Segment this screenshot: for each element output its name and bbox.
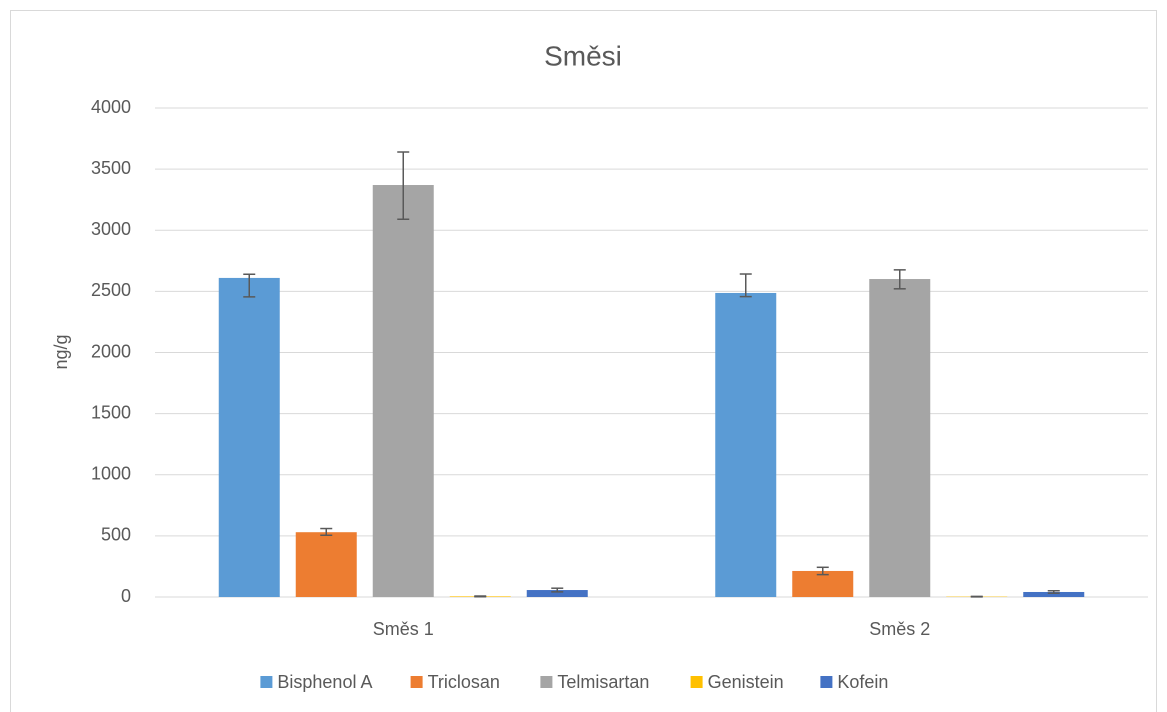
error-bar (1047, 590, 1060, 594)
y-tick-label: 3500 (91, 158, 131, 178)
legend-swatch (260, 676, 273, 688)
x-tick-label: Směs 2 (869, 619, 930, 639)
legend-label: Telmisartan (557, 672, 649, 692)
error-bar (474, 595, 487, 598)
error-bar (816, 566, 829, 576)
y-tick-label: 4000 (91, 97, 131, 117)
error-bar (320, 527, 333, 537)
bar (372, 185, 434, 597)
error-bar (551, 587, 564, 593)
y-tick-label: 1500 (91, 402, 131, 422)
legend-swatch (690, 676, 703, 688)
error-bar (243, 273, 256, 298)
x-tick-label: Směs 1 (373, 619, 434, 639)
bar (1023, 591, 1085, 597)
legend-label: Genistein (708, 672, 784, 692)
chart-title: Směsi (544, 40, 622, 71)
error-bar (397, 151, 410, 220)
legend-swatch (410, 676, 423, 688)
bar (869, 279, 931, 597)
bar (526, 590, 588, 597)
legend-swatch (820, 676, 833, 688)
legend-swatch (540, 676, 553, 688)
y-tick-label: 3000 (91, 219, 131, 239)
bar (715, 292, 777, 597)
y-tick-label: 2000 (91, 341, 131, 361)
y-axis-label: ng/g (51, 334, 71, 369)
y-tick-label: 1000 (91, 464, 131, 484)
y-tick-label: 2500 (91, 280, 131, 300)
bar (218, 277, 280, 597)
legend-label: Kofein (837, 672, 888, 692)
legend-label: Triclosan (428, 672, 500, 692)
y-tick-label: 500 (101, 525, 131, 545)
chart-border (10, 10, 1157, 712)
error-bar (893, 269, 906, 290)
legend-label: Bisphenol A (277, 672, 372, 692)
y-tick-label: 0 (121, 586, 131, 606)
error-bar (739, 273, 752, 298)
bar (295, 532, 357, 597)
